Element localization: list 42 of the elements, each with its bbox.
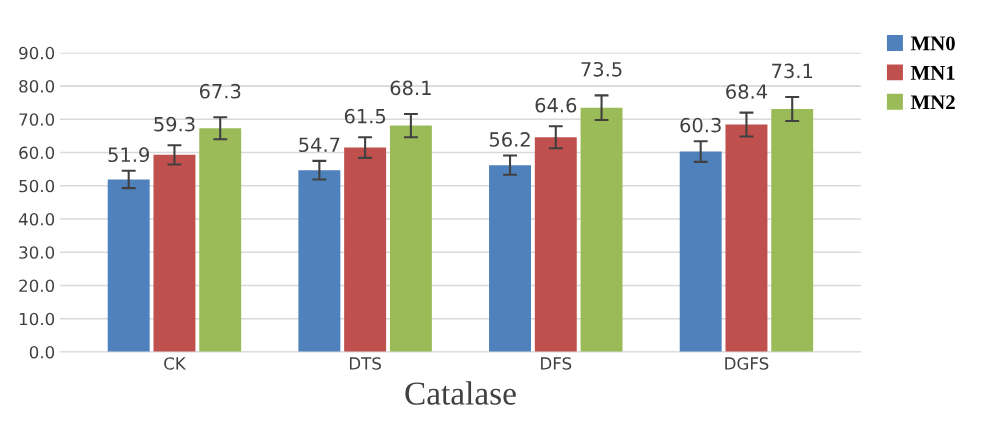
data-label: 60.3 <box>680 117 721 133</box>
x-tick-label: CK <box>164 357 187 370</box>
bar <box>679 151 722 352</box>
y-tick-label: 80.0 <box>19 80 55 93</box>
data-label: 67.3 <box>199 83 241 99</box>
bar <box>489 165 532 352</box>
y-tick-label: 20.0 <box>19 279 55 293</box>
x-tick-label: DFS <box>541 357 572 370</box>
legend-label: MN0 <box>910 36 955 51</box>
y-tick-label: 10.0 <box>19 312 55 326</box>
y-tick-label: 30.0 <box>19 246 55 259</box>
bar <box>107 179 150 352</box>
bar <box>199 128 242 352</box>
data-label: 68.1 <box>390 80 431 96</box>
data-label: 61.5 <box>344 108 386 124</box>
data-label: 64.6 <box>535 97 577 113</box>
data-label: 51.9 <box>108 147 149 163</box>
x-tick-label: DTS <box>349 357 381 370</box>
bar <box>389 125 432 352</box>
legend-label: MN1 <box>910 65 955 80</box>
bar <box>153 154 196 352</box>
data-label: 73.5 <box>581 61 622 77</box>
bar <box>534 137 577 352</box>
x-tick-label: DGFS <box>725 357 769 370</box>
data-label: 56.2 <box>489 132 530 147</box>
data-label: 73.1 <box>772 63 813 79</box>
bar <box>344 147 387 352</box>
bar <box>771 108 814 352</box>
y-tick-label: 0.0 <box>29 345 55 359</box>
bar <box>580 107 623 352</box>
data-label: 68.4 <box>726 84 768 99</box>
bar <box>298 170 341 352</box>
y-tick-label: 50.0 <box>19 179 55 193</box>
y-tick-label: 40.0 <box>18 212 55 226</box>
y-tick-label: 70.0 <box>19 113 55 126</box>
x-axis-title: Catalase <box>405 381 516 405</box>
data-label: 54.7 <box>299 137 340 153</box>
data-label: 59.3 <box>154 116 195 132</box>
y-tick-label: 60.0 <box>19 146 55 160</box>
y-tick-label: 90.0 <box>19 46 55 60</box>
legend-label: MN2 <box>910 95 955 110</box>
bar <box>725 124 768 352</box>
